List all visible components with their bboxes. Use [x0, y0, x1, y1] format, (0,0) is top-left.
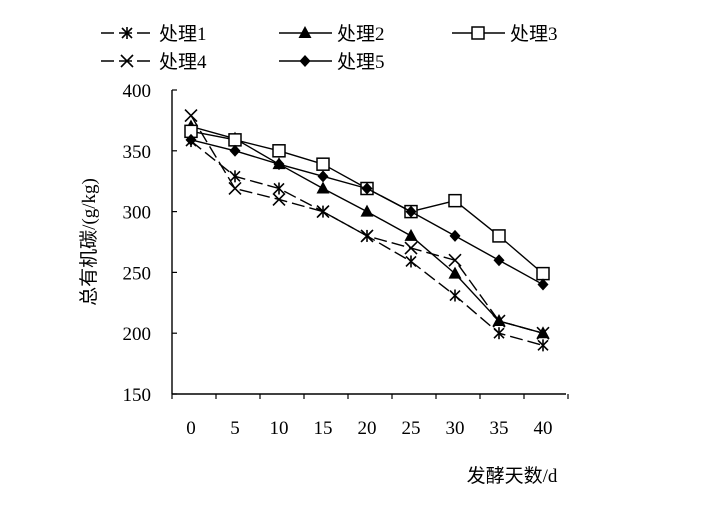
- series-4-point: [536, 326, 550, 340]
- legend-label: 处理3: [510, 23, 558, 45]
- series-4-point: [448, 253, 462, 267]
- series-3-point: [448, 193, 462, 208]
- series-5-point: [537, 278, 549, 291]
- series-2-point: [360, 204, 374, 217]
- y-tick-label: 300: [123, 203, 152, 224]
- legend-swatch-marker: [121, 27, 133, 39]
- series-4-line: [190, 115, 544, 334]
- series-5-point: [229, 144, 241, 157]
- x-tick-label: 0: [186, 418, 196, 439]
- series-2-point: [404, 228, 418, 241]
- x-tick-label: 25: [402, 418, 421, 439]
- legend-label: 处理5: [337, 51, 385, 73]
- y-tick-label: 250: [123, 263, 152, 284]
- x-tick-label: 30: [446, 418, 465, 439]
- y-axis-label: 总有机碳/(g/kg): [78, 178, 100, 306]
- legend-swatch-marker: [298, 26, 312, 38]
- legend-entry-4: 处理4: [101, 51, 207, 73]
- series-4: [184, 108, 550, 340]
- series-4-point: [404, 241, 418, 255]
- series-3: [184, 124, 550, 281]
- series-1-point: [537, 339, 549, 352]
- y-tick-label: 200: [123, 324, 152, 345]
- series-1: [185, 135, 549, 352]
- series-5-point: [273, 158, 285, 171]
- x-tick-label: 10: [270, 418, 289, 439]
- legend-swatch-marker: [299, 55, 311, 67]
- series-4-point: [492, 314, 506, 328]
- series-3-line: [190, 130, 544, 275]
- series-1-point: [273, 182, 285, 195]
- y-tick-label: 400: [123, 81, 152, 102]
- x-tick-label: 40: [534, 418, 553, 439]
- legend-entry-1: 处理1: [101, 23, 207, 45]
- series-1-point: [405, 255, 417, 268]
- y-tick-label: 350: [123, 142, 152, 163]
- legend-entry-3: 处理3: [452, 23, 558, 45]
- series-5-point: [405, 205, 417, 218]
- series-3-point: [272, 144, 286, 158]
- x-tick-label: 15: [314, 418, 333, 439]
- series-4-point: [316, 205, 330, 219]
- series-5: [185, 133, 549, 291]
- series-1-point: [229, 170, 241, 183]
- series-1-line: [190, 140, 544, 347]
- x-tick-label: 35: [490, 418, 509, 439]
- y-tick-label: 150: [123, 385, 152, 406]
- series-2-line: [190, 125, 544, 334]
- legend-label: 处理4: [159, 51, 207, 73]
- series-1-point: [449, 289, 461, 302]
- series-3-point: [492, 229, 506, 243]
- series-5-point: [317, 170, 329, 183]
- series-5-point: [361, 182, 373, 195]
- legend-entry-5: 处理5: [279, 51, 385, 73]
- series-3-point: [228, 133, 242, 147]
- series-1-point: [493, 327, 505, 340]
- legend-swatch-marker: [120, 54, 134, 68]
- series-3-point: [316, 157, 330, 171]
- series-4-point: [228, 181, 242, 196]
- series-2-point: [316, 181, 330, 194]
- x-axis-label: 发酵天数/d: [467, 465, 558, 487]
- legend-label: 处理2: [337, 23, 385, 45]
- legend-entry-2: 处理2: [279, 23, 385, 45]
- series-5-point: [493, 254, 505, 267]
- x-tick-label: 5: [230, 418, 240, 439]
- x-tick-label: 20: [358, 418, 377, 439]
- legend-swatch-marker: [471, 26, 485, 40]
- series-3-point: [536, 266, 550, 281]
- series-4-point: [360, 229, 374, 243]
- series-4-point: [184, 108, 198, 123]
- series-4-point: [272, 192, 286, 207]
- legend-label: 处理1: [159, 23, 207, 45]
- series-5-point: [185, 133, 197, 146]
- series-2-point: [448, 266, 462, 279]
- series-5-point: [449, 229, 461, 242]
